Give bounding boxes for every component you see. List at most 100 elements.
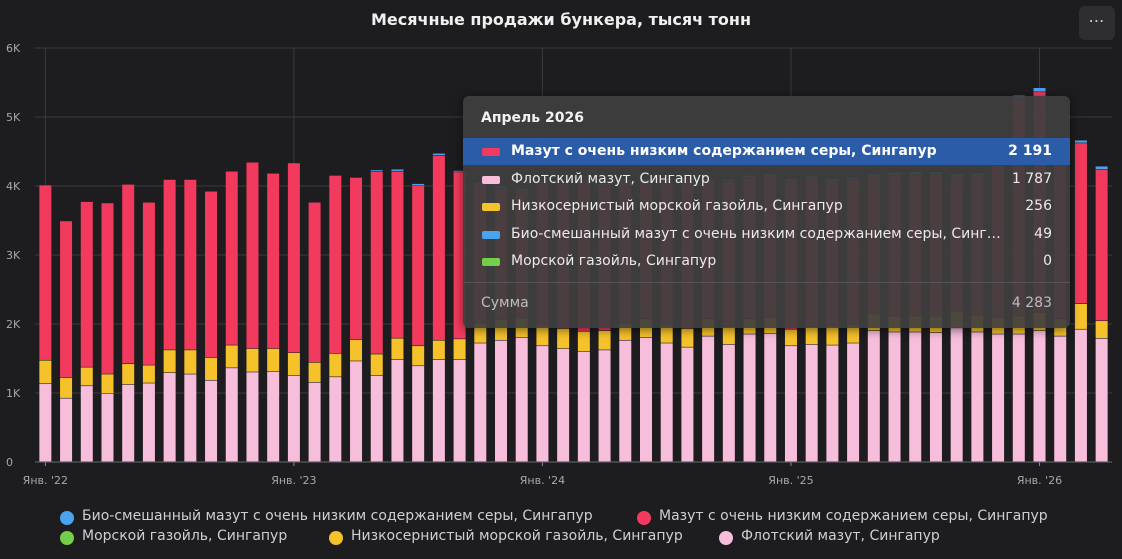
bar-segment-flot <box>163 372 176 462</box>
bar-segment-lsmgo <box>557 328 570 349</box>
legend-dot-icon <box>637 511 651 525</box>
x-tick-label: Янв. '24 <box>520 474 565 487</box>
bar-segment-bio <box>453 170 466 172</box>
bar-segment-lsmgo <box>39 360 52 384</box>
bar-segment-vlsfo <box>267 173 280 349</box>
legend-label: Морской газойль, Сингапур <box>82 528 288 544</box>
tooltip-series-name: Мазут с очень низким содержанием серы, С… <box>511 143 937 159</box>
legend-dot-icon <box>329 531 343 545</box>
tooltip-row: Морской газойль, Сингапур 0 <box>463 248 1070 275</box>
bar-segment-vlsfo <box>205 191 218 358</box>
bar-segment-lsmgo <box>536 325 549 346</box>
bar-segment-vlsfo <box>163 179 176 350</box>
bar-segment-flot <box>308 382 321 462</box>
bar-segment-vlsfo <box>80 201 93 367</box>
bar-segment-flot <box>557 348 570 462</box>
tooltip-sum-value: 4 283 <box>1011 295 1052 311</box>
bar-segment-flot <box>826 345 839 462</box>
bar-segment-flot <box>515 337 528 462</box>
tooltip-series-name: Био-смешанный мазут с очень низким содер… <box>511 225 1006 242</box>
tooltip-series-name: Флотский мазут, Сингапур <box>511 170 710 187</box>
bar-segment-flot <box>184 374 197 462</box>
tooltip-series-name: Низкосернистый морской газойль, Сингапур <box>511 198 843 214</box>
bar-segment-flot <box>743 334 756 462</box>
chart-tooltip: Апрель 2026 Мазут с очень низким содержа… <box>463 96 1070 328</box>
bar-segment-lsmgo <box>826 326 839 345</box>
tooltip-series-value: 1 787 <box>1011 170 1052 187</box>
x-tick-label: Янв. '25 <box>768 474 813 487</box>
bar-segment-lsmgo <box>329 353 342 377</box>
tooltip-series-value: 256 <box>1025 198 1052 214</box>
tooltip-row: Флотский мазут, Сингапур 1 787 <box>463 166 1070 193</box>
bar-segment-lsmgo <box>184 350 197 374</box>
bar-segment-flot <box>639 337 652 462</box>
chart-title: Месячные продажи бункера, тысяч тонн <box>370 10 752 29</box>
bar-segment-vlsfo <box>39 185 52 360</box>
legend-label: Флотский мазут, Сингапур <box>741 528 940 544</box>
bar-segment-flot <box>1012 334 1025 462</box>
bar-segment-flot <box>929 332 942 462</box>
bar-segment-flot <box>246 372 259 462</box>
bar-segment-vlsfo <box>453 172 466 339</box>
bar-segment-lsmgo <box>1095 321 1108 339</box>
tooltip-row: Мазут с очень низким содержанием серы, С… <box>463 138 1070 165</box>
bar-segment-lsmgo <box>577 331 590 351</box>
series-swatch <box>482 230 500 239</box>
tooltip-series-value: 49 <box>1034 225 1052 242</box>
bar-segment-vlsfo <box>329 175 342 354</box>
bar-segment-lsmgo <box>205 357 218 380</box>
tooltip-row: Био-смешанный мазут с очень низким содер… <box>463 221 1070 248</box>
bar-segment-flot <box>764 333 777 462</box>
bar-segment-vlsfo <box>246 162 259 349</box>
bar-segment-bio <box>1095 166 1108 170</box>
bar-segment-vlsfo <box>308 202 321 363</box>
bar-segment-flot <box>205 380 218 462</box>
series-swatch <box>482 175 500 184</box>
bar-segment-flot <box>1033 330 1046 462</box>
bar-segment-flot <box>39 384 52 462</box>
bar-segment-flot <box>1074 329 1087 462</box>
bar-segment-flot <box>142 383 155 462</box>
bar-segment-lsmgo <box>722 326 735 345</box>
bar-segment-flot <box>660 343 673 462</box>
tooltip-sum-label: Сумма <box>481 295 529 311</box>
more-menu-button[interactable]: ⋯ <box>1079 6 1115 40</box>
bar-segment-vlsfo <box>225 171 238 345</box>
bar-segment-vlsfo <box>1095 169 1108 321</box>
bar-segment-flot <box>329 377 342 462</box>
bar-segment-flot <box>971 332 984 462</box>
bar-segment-flot <box>888 332 901 462</box>
bar-segment-flot <box>722 344 735 462</box>
bar-segment-flot <box>805 344 818 462</box>
bar-segment-lsmgo <box>660 325 673 343</box>
bar-segment-lsmgo <box>225 345 238 368</box>
bar-segment-lsmgo <box>163 350 176 373</box>
bar-segment-vlsfo <box>350 177 363 340</box>
bar-segment-lsmgo <box>784 329 797 346</box>
bar-segment-vlsfo <box>60 221 73 378</box>
bar-segment-lsmgo <box>805 326 818 345</box>
bar-segment-vlsfo <box>412 186 425 346</box>
bar-segment-lsmgo <box>474 323 487 343</box>
bar-segment-flot <box>536 346 549 462</box>
tooltip-series-value: 2 191 <box>1008 143 1052 159</box>
bar-segment-lsmgo <box>287 352 300 376</box>
bar-segment-flot <box>267 371 280 462</box>
bar-segment-bio <box>1033 88 1046 92</box>
y-tick-label: 3K <box>6 249 21 262</box>
bar-segment-vlsfo <box>432 155 445 340</box>
bar-segment-flot <box>681 347 694 462</box>
bar-segment-flot <box>225 368 238 462</box>
x-tick-label: Янв. '23 <box>271 474 316 487</box>
bar-segment-flot <box>453 359 466 462</box>
bar-segment-flot <box>287 375 300 462</box>
ellipsis-icon: ⋯ <box>1088 11 1106 30</box>
bar-segment-lsmgo <box>101 374 114 394</box>
bar-segment-lsmgo <box>370 354 383 376</box>
bar-segment-flot <box>432 359 445 462</box>
bar-segment-lsmgo <box>122 364 135 385</box>
legend-label: Био-смешанный мазут с очень низким содер… <box>82 508 593 524</box>
bar-segment-flot <box>122 384 135 462</box>
x-tick-label: Янв. '26 <box>1017 474 1062 487</box>
bar-segment-flot <box>412 366 425 462</box>
